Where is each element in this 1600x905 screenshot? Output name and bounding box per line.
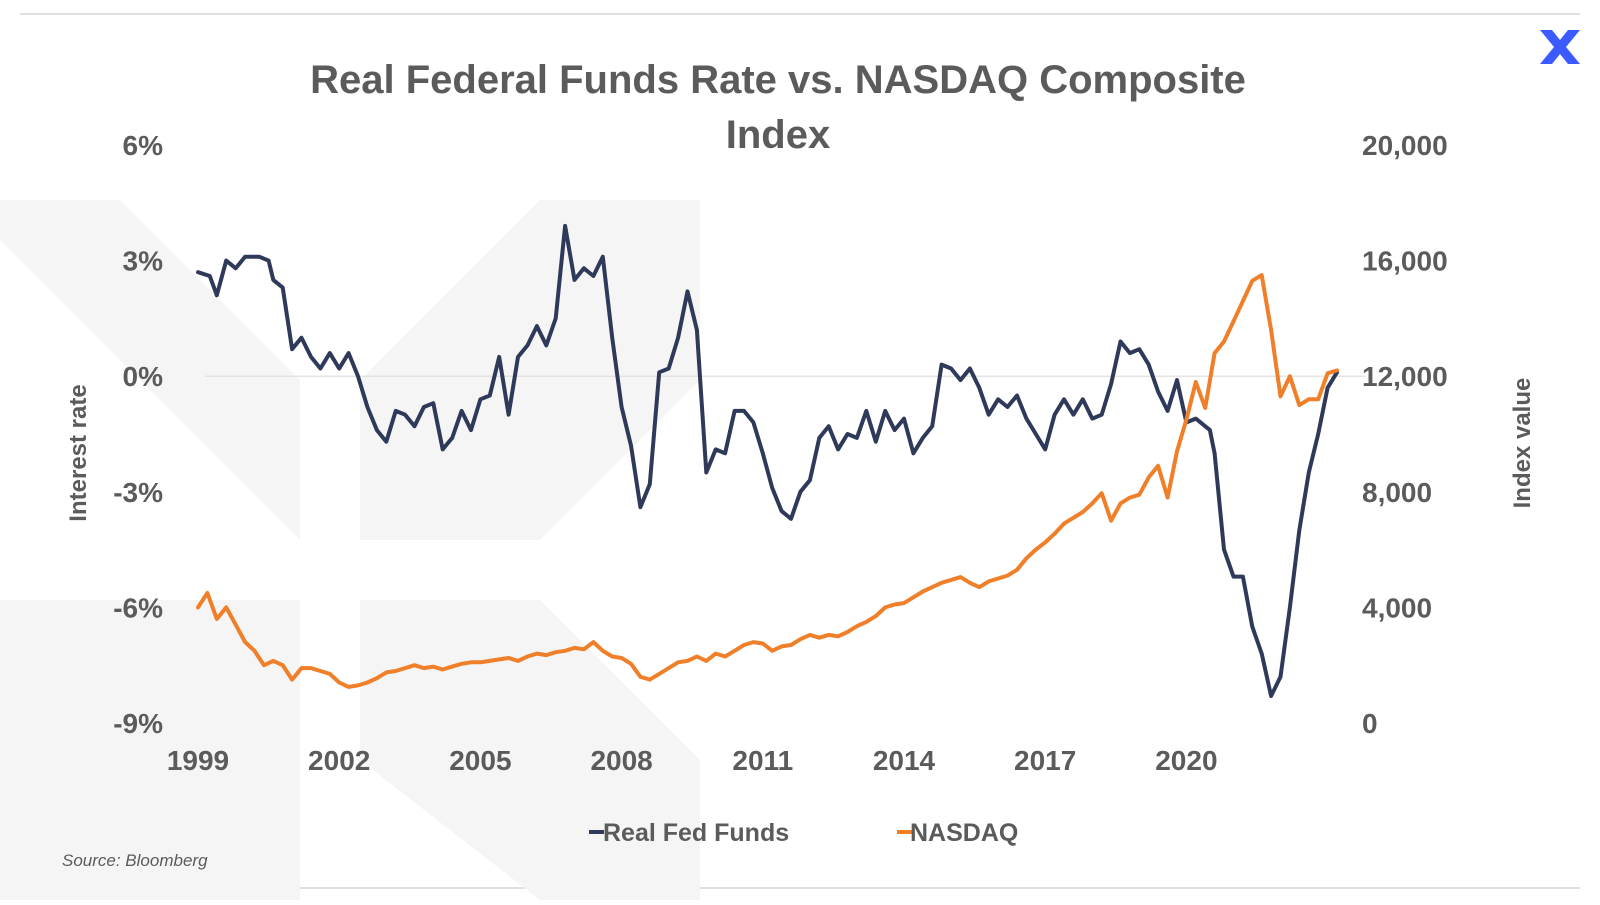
- x-tick-label: 2014: [873, 745, 936, 776]
- right-y-tick-labels: 20,000 16,000 12,000 8,000 4,000 0: [1362, 130, 1448, 739]
- left-y-tick-label: -6%: [113, 592, 163, 623]
- right-axis-title: Index value: [1509, 378, 1536, 509]
- x-logo-icon: [1540, 30, 1580, 64]
- x-tick-label: 2002: [308, 745, 370, 776]
- x-tick-label: 2020: [1155, 745, 1217, 776]
- left-axis-title: Interest rate: [65, 384, 92, 521]
- legend-label-nasdaq: NASDAQ: [910, 819, 1018, 847]
- legend-label-real-fed-funds: Real Fed Funds: [603, 819, 789, 847]
- x-tick-labels: 1999 2002 2005 2008 2011 2014 2017 2020: [167, 745, 1218, 776]
- right-y-tick-label: 12,000: [1362, 361, 1448, 392]
- left-y-tick-labels: 6% 3% 0% -3% -6% -9%: [113, 130, 163, 739]
- right-y-tick-label: 4,000: [1362, 592, 1432, 623]
- x-tick-label: 1999: [167, 745, 229, 776]
- left-y-tick-label: 6%: [123, 130, 164, 161]
- legend: Real Fed Funds NASDAQ: [589, 819, 1018, 847]
- x-tick-label: 2017: [1014, 745, 1076, 776]
- left-y-tick-label: 3%: [123, 246, 164, 277]
- right-y-tick-label: 0: [1362, 708, 1378, 739]
- right-y-tick-label: 8,000: [1362, 477, 1432, 508]
- real-fed-funds-line: [196, 223, 1339, 698]
- source-note: Source: Bloomberg: [62, 851, 208, 870]
- nasdaq-line: [196, 273, 1339, 689]
- right-y-tick-label: 20,000: [1362, 130, 1448, 161]
- left-y-tick-label: -3%: [113, 477, 163, 508]
- series-lines: [196, 223, 1339, 698]
- chart-title-line2: Index: [726, 113, 830, 157]
- x-tick-label: 2011: [732, 745, 793, 776]
- x-tick-label: 2008: [590, 745, 652, 776]
- chart-title-line1: Real Federal Funds Rate vs. NASDAQ Compo…: [310, 58, 1246, 102]
- right-y-tick-label: 16,000: [1362, 246, 1448, 277]
- left-y-tick-label: -9%: [113, 708, 163, 739]
- x-tick-label: 2005: [449, 745, 511, 776]
- left-y-tick-label: 0%: [123, 361, 164, 392]
- watermark: [0, 200, 700, 900]
